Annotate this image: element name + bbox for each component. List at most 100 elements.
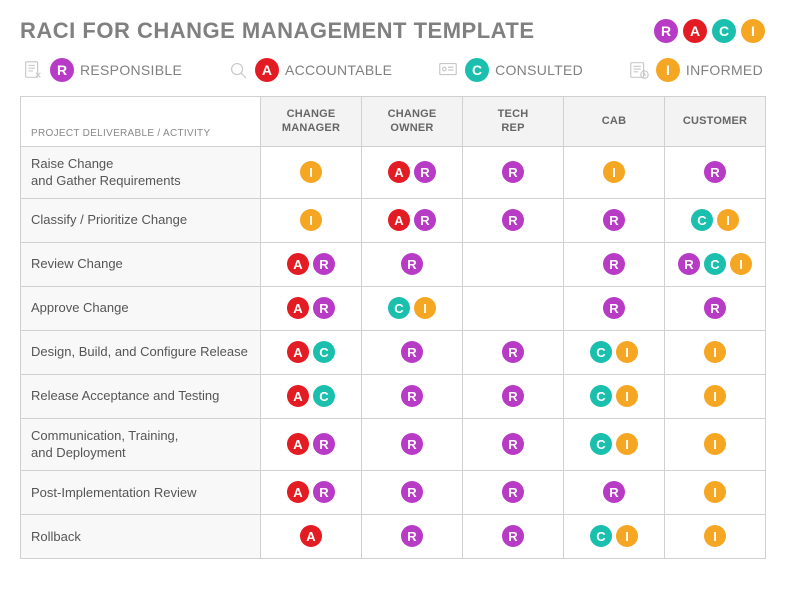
raci-cell: R xyxy=(665,286,766,330)
raci-cell: I xyxy=(261,146,362,198)
legend-item-a: A ACCOUNTABLE xyxy=(227,58,392,82)
legend-item-i: IINFORMED xyxy=(628,58,763,82)
raci-cell: R xyxy=(463,470,564,514)
raci-cell: I xyxy=(665,418,766,470)
raci-cell: I xyxy=(261,198,362,242)
badge-c: C xyxy=(590,433,612,455)
badge-r: R xyxy=(502,481,524,503)
raci-cell: AR xyxy=(261,470,362,514)
accountable-icon xyxy=(227,59,249,81)
badge-r: R xyxy=(414,161,436,183)
legend-row: R RESPONSIBLE A ACCOUNTABLE C CONSULTED IINFOR… xyxy=(20,58,765,82)
badge-i: I xyxy=(704,341,726,363)
responsible-icon xyxy=(22,59,44,81)
badge-r: R xyxy=(414,209,436,231)
badge-r: R xyxy=(313,253,335,275)
badge-c: C xyxy=(313,341,335,363)
activity-cell: Release Acceptance and Testing xyxy=(21,374,261,418)
badge-r: R xyxy=(401,433,423,455)
badge-r: R xyxy=(401,253,423,275)
raci-cell: AR xyxy=(261,242,362,286)
badge-a: A xyxy=(300,525,322,547)
legend-item-r: R RESPONSIBLE xyxy=(22,58,182,82)
badge-c: C xyxy=(691,209,713,231)
activity-cell: Rollback xyxy=(21,514,261,558)
column-header: CHANGEOWNER xyxy=(362,97,463,147)
badge-r: R xyxy=(678,253,700,275)
raci-cell: R xyxy=(564,242,665,286)
badge-r: R xyxy=(401,341,423,363)
badge-c: C xyxy=(590,525,612,547)
badge-a: A xyxy=(287,481,309,503)
raci-cell: CI xyxy=(362,286,463,330)
badge-i: I xyxy=(616,385,638,407)
badge-c: C xyxy=(465,58,489,82)
badge-r: R xyxy=(502,525,524,547)
column-header: CAB xyxy=(564,97,665,147)
raci-cell: R xyxy=(362,514,463,558)
raci-cell xyxy=(463,286,564,330)
table-row: Design, Build, and Configure ReleaseACRR… xyxy=(21,330,766,374)
badge-c: C xyxy=(388,297,410,319)
badge-i: I xyxy=(616,433,638,455)
badge-a: A xyxy=(287,341,309,363)
raci-cell: I xyxy=(665,374,766,418)
raci-cell: AC xyxy=(261,330,362,374)
badge-r: R xyxy=(50,58,74,82)
activity-cell: Approve Change xyxy=(21,286,261,330)
badge-r: R xyxy=(603,297,625,319)
badge-r: R xyxy=(502,385,524,407)
raci-cell: AR xyxy=(362,198,463,242)
raci-cell: R xyxy=(463,330,564,374)
badge-r: R xyxy=(502,209,524,231)
badge-r: R xyxy=(313,433,335,455)
column-header: CUSTOMER xyxy=(665,97,766,147)
raci-cell: R xyxy=(463,418,564,470)
badge-i: I xyxy=(616,341,638,363)
badge-i: I xyxy=(704,385,726,407)
raci-cell: R xyxy=(463,514,564,558)
badge-i: I xyxy=(414,297,436,319)
table-row: Classify / Prioritize ChangeIARRRCI xyxy=(21,198,766,242)
badge-c: C xyxy=(590,385,612,407)
raci-cell: R xyxy=(362,470,463,514)
badge-i: I xyxy=(704,481,726,503)
activity-cell: Raise Changeand Gather Requirements xyxy=(21,146,261,198)
legend-item-c: C CONSULTED xyxy=(437,58,583,82)
raci-cell xyxy=(463,242,564,286)
badge-a: A xyxy=(388,209,410,231)
badge-i: I xyxy=(704,525,726,547)
badge-a: A xyxy=(287,385,309,407)
activity-cell: Post-Implementation Review xyxy=(21,470,261,514)
raci-cell: R xyxy=(564,470,665,514)
badge-r: R xyxy=(654,19,678,43)
badge-c: C xyxy=(313,385,335,407)
raci-cell: I xyxy=(665,330,766,374)
legend-label: CONSULTED xyxy=(495,62,583,78)
badge-c: C xyxy=(712,19,736,43)
badge-r: R xyxy=(603,481,625,503)
raci-cell: R xyxy=(665,146,766,198)
activity-cell: Classify / Prioritize Change xyxy=(21,198,261,242)
legend-label: RESPONSIBLE xyxy=(80,62,182,78)
activity-cell: Design, Build, and Configure Release xyxy=(21,330,261,374)
raci-cell: AR xyxy=(362,146,463,198)
table-row: Approve ChangeARCIRR xyxy=(21,286,766,330)
badge-i: I xyxy=(300,209,322,231)
badge-a: A xyxy=(287,297,309,319)
badge-a: A xyxy=(683,19,707,43)
badge-r: R xyxy=(401,481,423,503)
badge-a: A xyxy=(255,58,279,82)
badge-a: A xyxy=(287,253,309,275)
legend-label: INFORMED xyxy=(686,62,763,78)
badge-r: R xyxy=(603,209,625,231)
raci-cell: CI xyxy=(564,330,665,374)
badge-i: I xyxy=(603,161,625,183)
raci-cell: R xyxy=(362,242,463,286)
table-row: RollbackARRCII xyxy=(21,514,766,558)
legend-label: ACCOUNTABLE xyxy=(285,62,392,78)
raci-logo: RACI xyxy=(654,19,765,43)
raci-cell: CI xyxy=(665,198,766,242)
badge-r: R xyxy=(313,481,335,503)
badge-a: A xyxy=(388,161,410,183)
